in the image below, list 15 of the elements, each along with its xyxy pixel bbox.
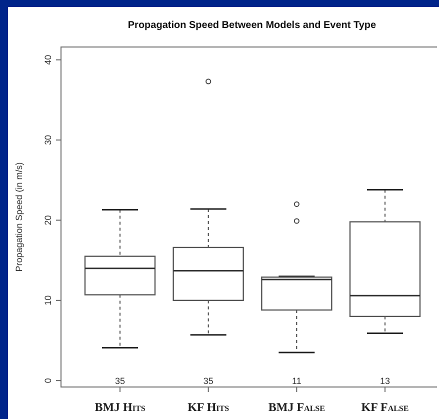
x-tick-label: KF Hits <box>188 400 230 414</box>
x-tick-label: BMJ False <box>268 400 325 414</box>
annotation: 11 <box>292 376 302 386</box>
y-tick-label: 30 <box>43 135 53 146</box>
annotation: 13 <box>380 376 390 386</box>
chart-title: Propagation Speed Between Models and Event Type <box>128 20 377 31</box>
annotation: 35 <box>114 376 126 386</box>
annotation: 35 <box>203 376 214 386</box>
y-tick-label: 0 <box>43 378 53 384</box>
x-tick-label: KF False <box>361 400 409 414</box>
y-tick-label: 40 <box>43 54 53 65</box>
y-tick-label: 10 <box>43 295 53 306</box>
x-tick-label: BMJ Hits <box>94 400 146 414</box>
y-axis-title: Propagation Speed (in m/s) <box>14 162 24 272</box>
y-tick-label: 20 <box>43 215 53 226</box>
